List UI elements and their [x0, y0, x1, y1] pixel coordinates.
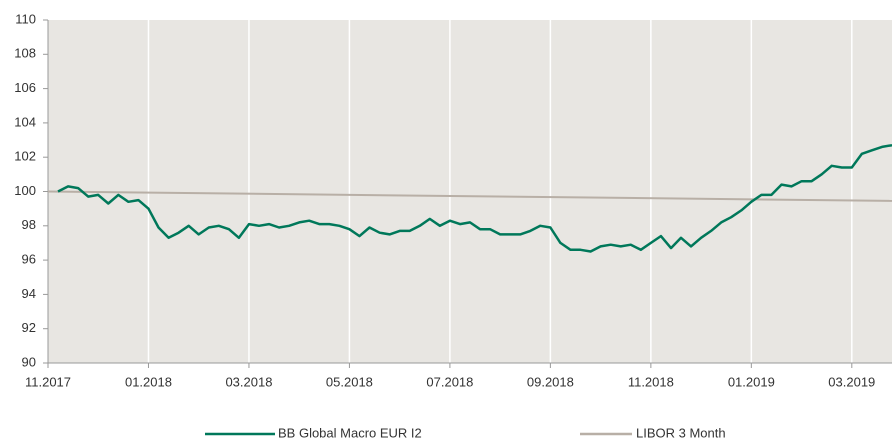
legend-label: LIBOR 3 Month	[636, 425, 726, 440]
y-tick-label: 90	[22, 354, 36, 369]
y-tick-label: 98	[22, 217, 36, 232]
x-tick-label: 01.2019	[728, 374, 775, 389]
plot-area	[48, 20, 892, 363]
y-tick-label: 106	[14, 80, 36, 95]
x-tick-label: 01.2018	[125, 374, 172, 389]
legend-label: BB Global Macro EUR I2	[278, 425, 422, 440]
y-tick-label: 96	[22, 252, 36, 267]
y-tick-label: 94	[22, 286, 36, 301]
x-tick-label: 11.2018	[628, 374, 674, 389]
series-line	[47, 190, 892, 202]
x-tick-label: 11.2017	[25, 374, 71, 389]
y-tick-label: 92	[22, 320, 36, 335]
x-tick-label: 03.2019	[828, 374, 875, 389]
y-tick-label: 110	[15, 11, 36, 26]
x-tick-label: 07.2018	[426, 374, 473, 389]
series-line	[57, 143, 892, 253]
y-tick-label: 100	[14, 183, 36, 198]
y-tick-label: 104	[14, 114, 36, 129]
x-tick-label: 09.2018	[527, 374, 574, 389]
y-tick-label: 108	[14, 46, 36, 61]
x-tick-label: 03.2018	[225, 374, 272, 389]
x-tick-label: 05.2018	[326, 374, 373, 389]
y-tick-label: 102	[14, 149, 36, 164]
